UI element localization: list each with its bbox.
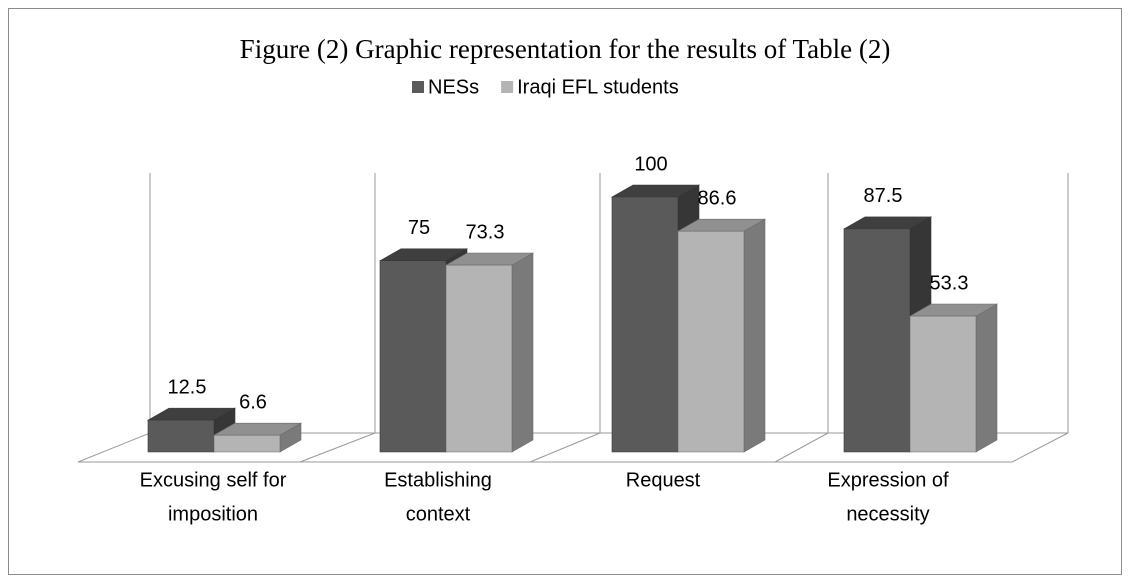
bar-face bbox=[743, 218, 766, 453]
bar-face bbox=[213, 434, 281, 453]
bar-face bbox=[511, 252, 534, 453]
bar bbox=[212, 422, 303, 453]
data-label: 75 bbox=[408, 217, 430, 239]
data-label: 53.3 bbox=[930, 272, 969, 294]
x-tick-label: Excusing self for bbox=[140, 469, 287, 491]
bar bbox=[676, 218, 767, 453]
data-label: 87.5 bbox=[864, 185, 903, 207]
data-label: 86.6 bbox=[698, 187, 737, 209]
chart-title: Figure (2) Graphic representation for th… bbox=[240, 34, 891, 64]
x-tick-label: Establishing bbox=[384, 469, 492, 491]
data-label: 12.5 bbox=[168, 376, 207, 398]
bar-face bbox=[975, 303, 998, 453]
x-tick-label: Request bbox=[626, 469, 701, 491]
bar-face bbox=[677, 230, 745, 453]
data-label: 73.3 bbox=[466, 221, 505, 243]
bar-face bbox=[843, 228, 911, 453]
bar-face bbox=[379, 260, 447, 453]
bar bbox=[908, 303, 999, 453]
legend-label: NESs bbox=[428, 76, 479, 98]
bar-face bbox=[611, 196, 679, 453]
legend-swatch bbox=[501, 81, 514, 93]
floor bbox=[77, 173, 1069, 463]
x-tick-label: Expression of bbox=[827, 469, 949, 491]
data-label: 6.6 bbox=[239, 391, 267, 413]
x-tick-label: imposition bbox=[168, 503, 258, 525]
bar-face bbox=[147, 419, 215, 453]
bar-face bbox=[909, 315, 977, 453]
legend-swatch bbox=[412, 81, 424, 93]
bar bbox=[444, 252, 535, 453]
x-tick-label: context bbox=[406, 503, 471, 525]
data-label: 100 bbox=[634, 153, 667, 175]
chart-border bbox=[8, 8, 1122, 575]
bar-face bbox=[445, 264, 513, 453]
legend-label: Iraqi EFL students bbox=[517, 76, 679, 98]
x-tick-label: necessity bbox=[846, 503, 929, 525]
